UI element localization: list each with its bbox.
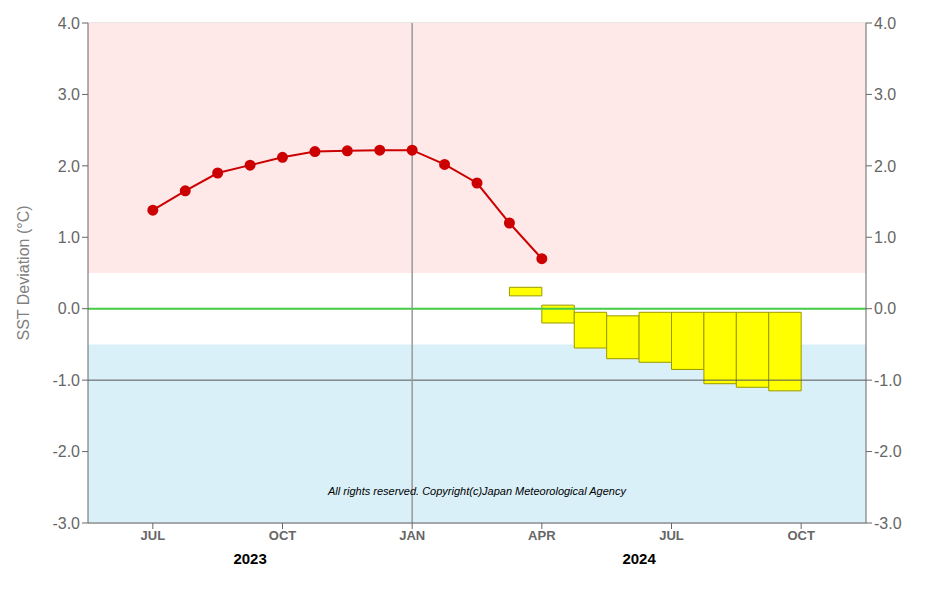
svg-text:-1.0: -1.0 <box>52 372 80 389</box>
svg-text:OCT: OCT <box>269 528 297 543</box>
svg-text:-3.0: -3.0 <box>52 515 80 532</box>
svg-text:1.0: 1.0 <box>58 229 80 246</box>
svg-text:APR: APR <box>528 528 556 543</box>
svg-text:OCT: OCT <box>787 528 815 543</box>
svg-text:-2.0: -2.0 <box>52 443 80 460</box>
svg-text:2023: 2023 <box>233 550 266 567</box>
svg-text:JAN: JAN <box>399 528 425 543</box>
svg-text:JUL: JUL <box>659 528 684 543</box>
svg-text:2024: 2024 <box>622 550 656 567</box>
svg-text:2.0: 2.0 <box>874 158 896 175</box>
svg-text:4.0: 4.0 <box>58 15 80 32</box>
svg-text:2.0: 2.0 <box>58 158 80 175</box>
svg-text:3.0: 3.0 <box>874 86 896 103</box>
svg-text:4.0: 4.0 <box>874 15 896 32</box>
svg-text:-2.0: -2.0 <box>874 443 902 460</box>
svg-text:JUL: JUL <box>141 528 166 543</box>
svg-text:0.0: 0.0 <box>874 300 896 317</box>
svg-text:All rights reserved. Copyright: All rights reserved. Copyright(c)Japan M… <box>327 485 627 497</box>
svg-text:-1.0: -1.0 <box>874 372 902 389</box>
svg-text:1.0: 1.0 <box>874 229 896 246</box>
svg-text:3.0: 3.0 <box>58 86 80 103</box>
svg-text:-3.0: -3.0 <box>874 515 902 532</box>
svg-text:0.0: 0.0 <box>58 300 80 317</box>
svg-text:SST Deviation (°C): SST Deviation (°C) <box>15 205 32 340</box>
